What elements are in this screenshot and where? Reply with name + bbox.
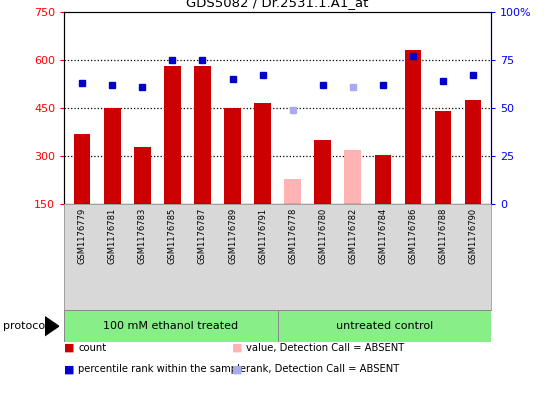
Text: GSM1176779: GSM1176779 [78, 208, 86, 264]
Text: GSM1176778: GSM1176778 [288, 208, 297, 264]
Bar [374, 154, 391, 204]
Polygon shape [45, 317, 59, 336]
Text: GSM1176781: GSM1176781 [108, 208, 117, 264]
Text: GSM1176783: GSM1176783 [138, 208, 147, 264]
Bar [194, 66, 211, 204]
Bar [314, 140, 331, 204]
Text: GSM1176786: GSM1176786 [408, 208, 417, 264]
Bar [344, 150, 361, 204]
Text: GSM1176782: GSM1176782 [348, 208, 357, 264]
Text: count: count [78, 343, 106, 353]
Text: GSM1176791: GSM1176791 [258, 208, 267, 264]
Bar [254, 103, 271, 204]
Bar [277, 310, 491, 342]
Text: GSM1176780: GSM1176780 [318, 208, 327, 264]
Text: 100 mM ethanol treated: 100 mM ethanol treated [103, 321, 238, 331]
Text: GSM1176784: GSM1176784 [378, 208, 387, 264]
Bar [64, 310, 277, 342]
Bar [465, 100, 481, 204]
Text: GSM1176785: GSM1176785 [168, 208, 177, 264]
Bar [285, 179, 301, 204]
Text: GSM1176789: GSM1176789 [228, 208, 237, 264]
Text: GSM1176790: GSM1176790 [469, 208, 478, 264]
Text: ■: ■ [232, 343, 242, 353]
Text: protocol: protocol [3, 321, 48, 331]
Bar [134, 147, 151, 204]
Text: GSM1176788: GSM1176788 [439, 208, 448, 264]
Text: ■: ■ [232, 364, 242, 375]
Text: ■: ■ [64, 343, 75, 353]
Text: value, Detection Call = ABSENT: value, Detection Call = ABSENT [246, 343, 404, 353]
Text: GSM1176787: GSM1176787 [198, 208, 207, 264]
Text: ■: ■ [64, 364, 75, 375]
Text: rank, Detection Call = ABSENT: rank, Detection Call = ABSENT [246, 364, 399, 375]
Bar [435, 111, 451, 204]
Bar [164, 66, 181, 204]
Bar [74, 134, 90, 204]
Text: untreated control: untreated control [336, 321, 433, 331]
Bar [224, 108, 241, 204]
Text: percentile rank within the sample: percentile rank within the sample [78, 364, 246, 375]
Title: GDS5082 / Dr.2531.1.A1_at: GDS5082 / Dr.2531.1.A1_at [186, 0, 369, 9]
Bar [405, 50, 421, 204]
Bar [104, 108, 121, 204]
